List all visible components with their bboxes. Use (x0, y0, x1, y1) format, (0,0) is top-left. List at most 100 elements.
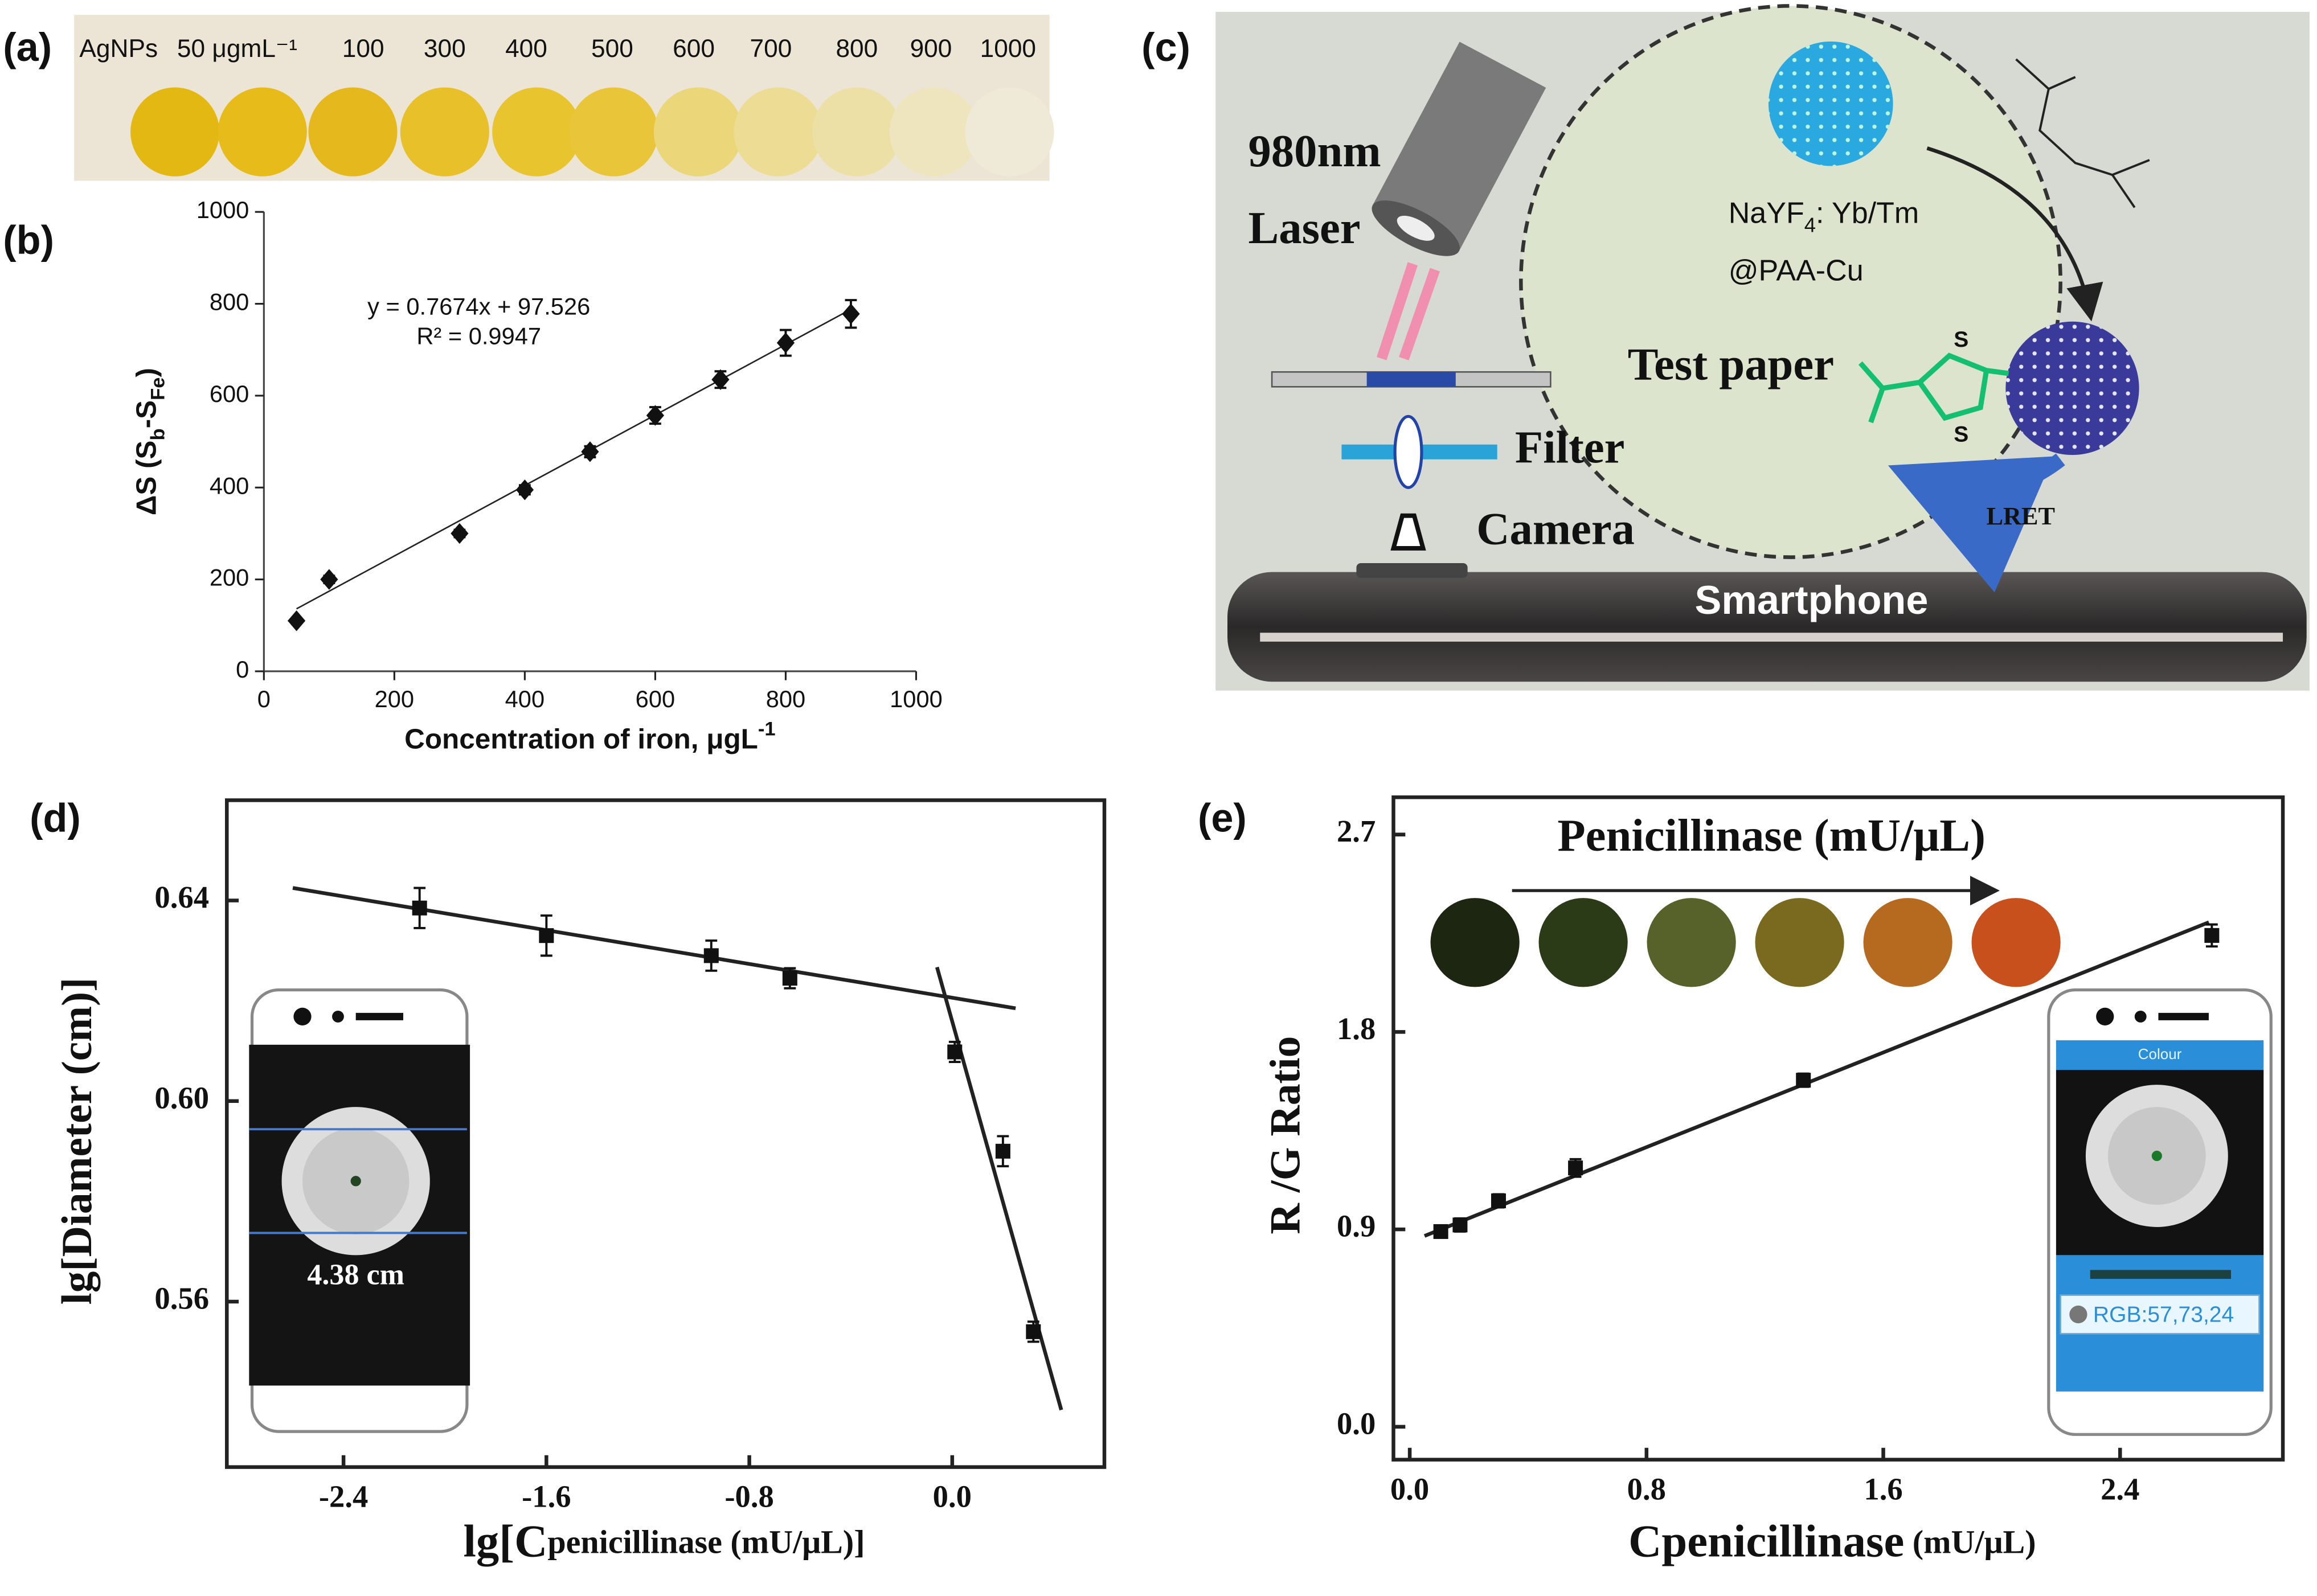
data-point (2204, 928, 2220, 943)
bubble (1519, 4, 2062, 559)
sample-label: 800 (836, 35, 878, 63)
phone-camera (293, 1007, 312, 1025)
chart-panel: (b) 0 200 400 600 800 1000 0 200 400 600 800 1000 Con… (3, 196, 943, 754)
panel-a: AgNPs 50 μgmL⁻¹ 100 300 400 500 600 700 800 900 10… (79, 35, 1054, 177)
data-point (320, 569, 338, 590)
sample-label: 50 μgmL⁻¹ (177, 35, 297, 63)
text-part: lg[C (463, 1516, 547, 1566)
laser-wavelength: 980nm (1248, 126, 1381, 177)
y-axis-label: ΔS (Sb-SFe) (130, 368, 169, 515)
phone-camera (2096, 1007, 2114, 1025)
color-swatch (1755, 898, 1844, 987)
sample-label: 600 (673, 35, 715, 63)
y-tick-label: 200 (210, 564, 249, 591)
y-tick-label: 1000 (197, 196, 249, 223)
chart-panel: (d) -2.4 -1.6 -0.8 0.0 0.56 0.60 0.64 lg[Cpenici… (30, 795, 1107, 1566)
x-tick-label: 1.6 (1864, 1471, 1902, 1506)
y-tick-label: 400 (210, 472, 249, 499)
sample-spot (653, 87, 743, 177)
nanoparticle-dots (1768, 41, 1893, 166)
atom-label: S (1954, 422, 1968, 446)
x-axis-label: Cpenicillinase (mU/μL) (1628, 1516, 2036, 1566)
data-point (1452, 1217, 1468, 1233)
text-part: Fe (147, 377, 169, 400)
text-part: R /G Ratio (1262, 1036, 1309, 1234)
bound-molecule (1858, 352, 2009, 424)
y-tick-label: 0.60 (154, 1080, 209, 1115)
sample-spot (492, 87, 582, 177)
text-part: ) (130, 368, 162, 377)
lens (1393, 415, 1423, 489)
x-axis-label: lg[Cpenicillinase (mU/μL)] (463, 1516, 865, 1566)
sample-spot (400, 87, 489, 177)
panel-label: (b) (3, 217, 54, 262)
x-tick-label: 800 (766, 686, 805, 712)
test-zone (1366, 372, 1456, 387)
phone-button (1356, 563, 1468, 579)
phone-sensor (332, 1010, 344, 1023)
panel-label: (a) (3, 24, 52, 69)
text-part: Cpenicillinase (1628, 1516, 1904, 1566)
data-point (1568, 1160, 1583, 1176)
sample-label: 700 (750, 35, 792, 63)
sample-label: 500 (591, 35, 633, 63)
x-tick-label: 2.4 (2101, 1471, 2139, 1506)
smartphone-label: Smartphone (1694, 577, 1928, 622)
sample-label: 1000 (980, 35, 1036, 63)
sample-label: 100 (342, 35, 384, 63)
annotation: y = 0.7674x + 97.526 (367, 293, 590, 319)
x-tick-label: -1.6 (522, 1479, 571, 1513)
center-dot (350, 1176, 361, 1187)
x-tick-label: -0.8 (724, 1479, 774, 1513)
inset-text: 4.38 cm (307, 1258, 404, 1291)
y-tick-label: 0 (236, 656, 249, 683)
x-tick-label: 0.0 (933, 1479, 972, 1513)
atom-label: S (1954, 327, 1968, 352)
nanoparticle-complex-dots (2005, 321, 2139, 455)
sample-spot (812, 87, 902, 177)
y-tick-label: 0.56 (154, 1281, 209, 1316)
y-tick-label: 2.7 (1337, 814, 1376, 848)
reagent-molecule (2015, 58, 2150, 208)
panel-label: (d) (30, 795, 81, 840)
data-point (711, 369, 730, 390)
text-part: -S (130, 400, 162, 428)
text-part: ΔS (S (130, 440, 162, 515)
color-swatch (1971, 898, 2061, 987)
center-dot (2151, 1150, 2162, 1162)
sample-label: AgNPs (79, 35, 158, 63)
laser-beam (1377, 262, 1418, 360)
plot-frame (225, 798, 1107, 1469)
data-point (1433, 1224, 1448, 1239)
x-tick-label: 1000 (890, 686, 943, 712)
color-swatch (1538, 898, 1628, 987)
data-point (287, 610, 306, 631)
text-part: : Yb/Tm (1816, 196, 1919, 229)
panel-label: (e) (1198, 795, 1247, 840)
data-point (451, 523, 469, 544)
phone-inset: Colour RGB:57,73,24 (2047, 988, 2273, 1436)
data-point (515, 479, 534, 500)
text-part: (mU/μL) (1904, 1524, 2036, 1561)
text-part: 4 (1804, 214, 1816, 237)
rgb-box (2060, 1294, 2260, 1335)
test-paper-label: Test paper (1628, 339, 1834, 390)
particle-label: NaYF4: Yb/Tm (1729, 196, 1919, 236)
y-tick-label: 0.64 (154, 880, 209, 914)
color-swatch (1863, 898, 1952, 987)
filter-label: Filter (1515, 422, 1625, 473)
transfer-label: LRET (1987, 502, 2055, 530)
data-point (646, 405, 665, 426)
panel-label: (c) (1141, 24, 1190, 69)
laser (1372, 42, 1546, 256)
y-tick-label: 0.0 (1337, 1406, 1376, 1441)
x-tick-label: 0 (257, 686, 271, 712)
text-part: penicillinase (mU/μL)] (547, 1524, 865, 1561)
slider (2090, 1270, 2231, 1279)
y-tick-label: 800 (210, 289, 249, 315)
text-part: b (147, 428, 169, 440)
color-icon (2069, 1305, 2087, 1324)
camera-label: Camera (1476, 503, 1635, 554)
